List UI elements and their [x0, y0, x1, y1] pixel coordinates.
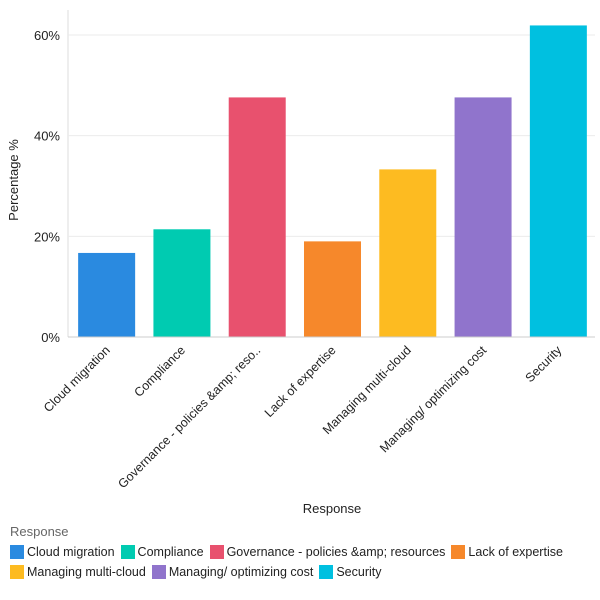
- legend-label: Cloud migration: [27, 545, 115, 559]
- legend-item[interactable]: Cloud migration: [10, 545, 115, 559]
- legend-label: Managing/ optimizing cost: [168, 565, 314, 579]
- legend-label: Managing multi-cloud: [27, 565, 146, 579]
- y-tick-label: 20%: [34, 229, 60, 244]
- legend-label: Security: [336, 565, 382, 579]
- legend-items: Cloud migration Compliance Governance - po…: [10, 545, 600, 579]
- legend-swatch: [319, 565, 334, 579]
- legend-swatch: [151, 565, 166, 579]
- y-tick-label: 40%: [34, 129, 60, 144]
- legend-swatch: [120, 545, 135, 559]
- bar-1: [153, 229, 211, 337]
- x-tick-label: Governance - policies &amp; reso..: [115, 343, 263, 491]
- legend-item[interactable]: Security: [319, 565, 382, 579]
- bar-2: [228, 97, 286, 337]
- legend-swatch: [451, 545, 466, 559]
- y-tick-label: 60%: [34, 28, 60, 43]
- bar-3: [304, 241, 361, 337]
- legend-label: Compliance: [137, 545, 204, 559]
- bar-6: [529, 25, 587, 337]
- legend-swatch: [209, 545, 224, 559]
- x-tick-label: Lack of expertise: [262, 343, 339, 420]
- bar-4: [379, 169, 437, 337]
- legend-label: Lack of expertise: [468, 545, 563, 559]
- legend: Response Cloud migration Compliance Govern…: [10, 524, 600, 579]
- x-axis-title: Response: [303, 501, 362, 516]
- y-tick-label: 0%: [41, 330, 60, 345]
- legend-item[interactable]: Lack of expertise: [451, 545, 563, 559]
- legend-swatch: [10, 545, 24, 559]
- legend-item[interactable]: Compliance: [120, 545, 204, 559]
- y-axis-title: Percentage %: [6, 139, 21, 221]
- legend-label: Governance - policies &amp; resources: [226, 545, 446, 559]
- x-tick-label: Cloud migration: [41, 343, 113, 415]
- x-tick-label: Compliance: [131, 343, 188, 400]
- x-tick-label: Security: [523, 343, 565, 385]
- bar-5: [454, 97, 512, 337]
- legend-swatch: [10, 565, 24, 579]
- legend-item[interactable]: Managing multi-cloud: [10, 565, 146, 579]
- legend-item[interactable]: Managing/ optimizing cost: [151, 565, 314, 579]
- bar-chart: 0% 20% 40% 60% Cloud migration ComplianceGove…: [6, 10, 595, 516]
- legend-item[interactable]: Governance - policies &amp; resources: [209, 545, 446, 559]
- bar-0: [78, 252, 136, 337]
- legend-title: Response: [10, 524, 69, 539]
